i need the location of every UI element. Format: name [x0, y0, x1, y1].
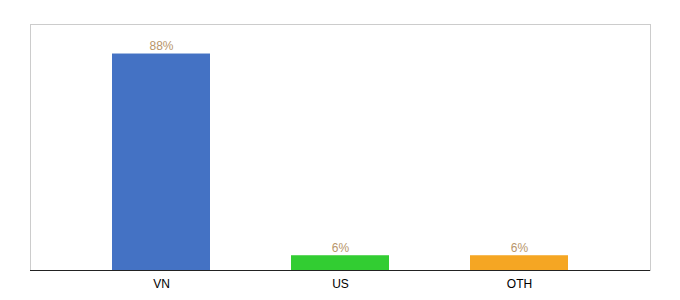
svg-text:6%: 6% [332, 241, 350, 255]
svg-text:88%: 88% [149, 39, 173, 53]
svg-text:OTH: OTH [507, 277, 532, 291]
svg-text:6%: 6% [511, 241, 529, 255]
svg-text:VN: VN [153, 277, 170, 291]
svg-text:US: US [332, 277, 349, 291]
